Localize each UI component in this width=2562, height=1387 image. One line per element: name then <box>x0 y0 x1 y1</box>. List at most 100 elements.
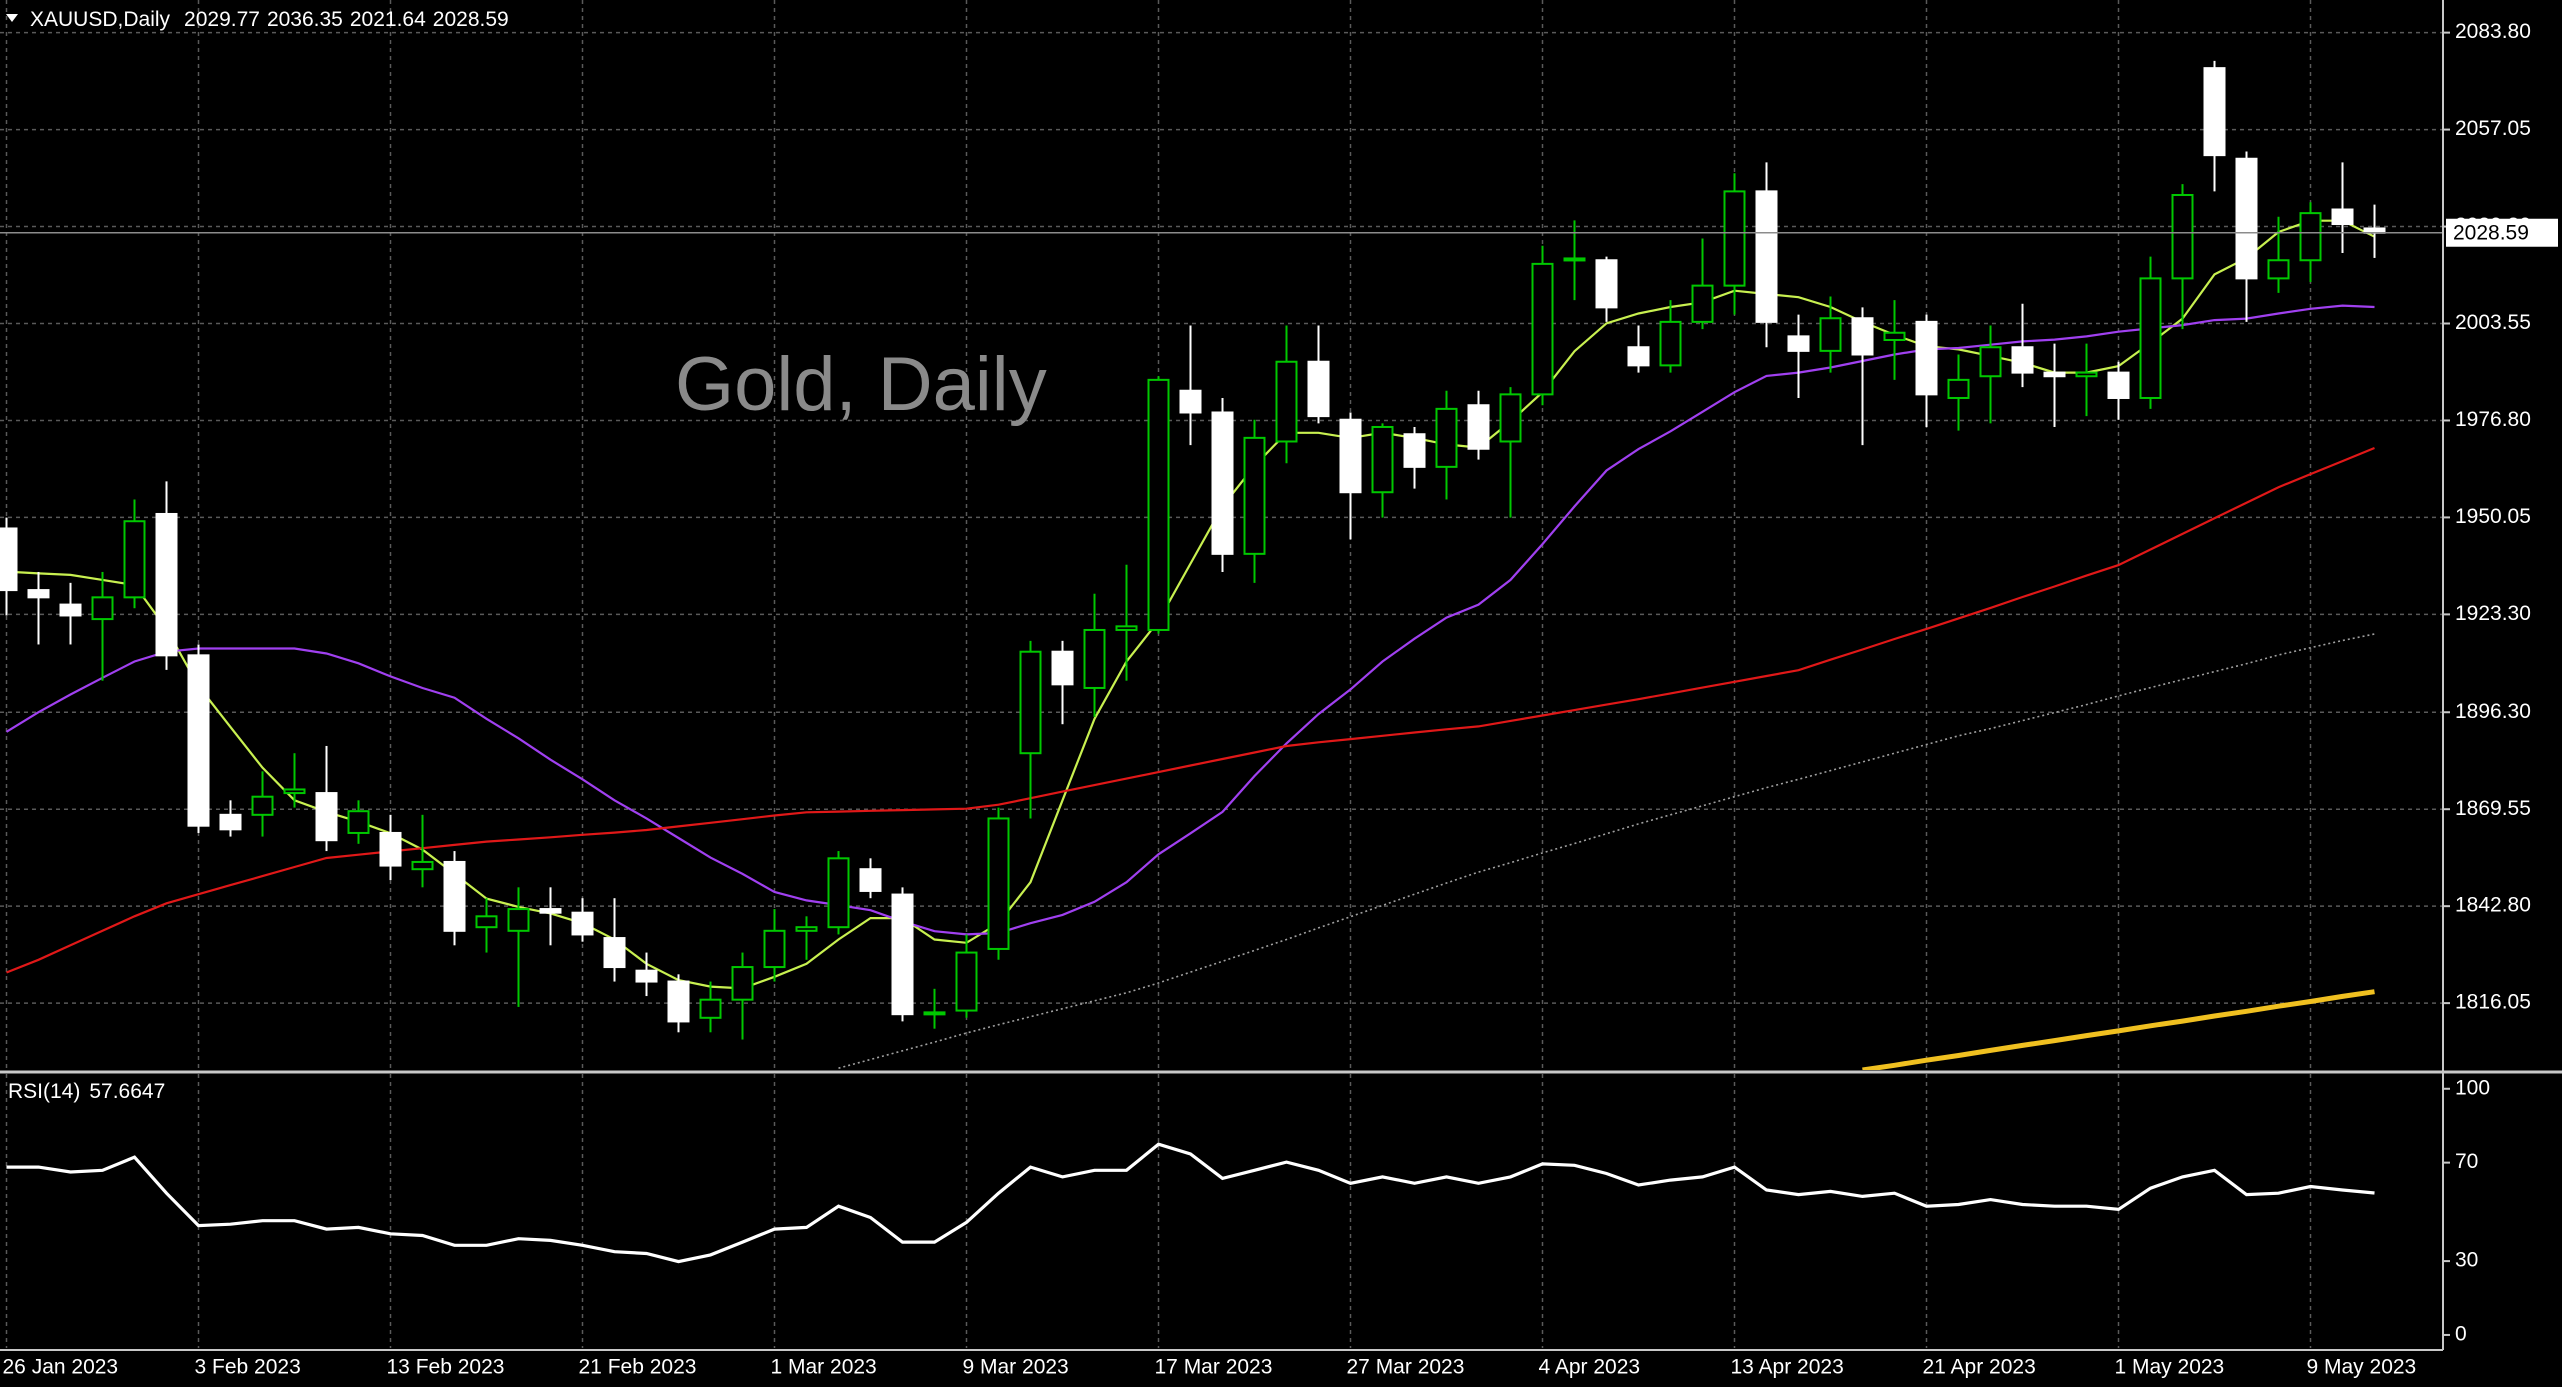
candle-body <box>315 792 338 842</box>
x-tick-label: 1 May 2023 <box>2115 1356 2225 1379</box>
rsi-value: 57.6647 <box>89 1080 165 1103</box>
y-tick-label: 1950.05 <box>2455 505 2531 528</box>
candle-body <box>667 980 690 1023</box>
low: 2021.64 <box>350 8 426 31</box>
candle-body <box>443 860 466 932</box>
candle-body <box>251 795 274 816</box>
candle-body <box>347 810 370 834</box>
candle-body <box>2203 67 2226 157</box>
candle-body <box>283 788 306 795</box>
candle-body <box>1819 317 1842 352</box>
rsi-title: RSI(14) <box>8 1080 80 1103</box>
candle-body <box>1147 378 1170 631</box>
candle-body <box>635 969 658 983</box>
candle-body <box>1851 317 1874 356</box>
candle-body <box>379 831 402 867</box>
rsi <box>6 1142 2375 1264</box>
candle-body <box>1723 190 1746 287</box>
y-tick-label: 1869.55 <box>2455 797 2531 820</box>
y-tick-label: 1842.80 <box>2455 894 2531 917</box>
candle-body <box>795 926 818 932</box>
candle-body <box>155 512 178 657</box>
candle-body <box>1243 436 1266 555</box>
candle-body <box>475 915 498 929</box>
candle-body <box>1467 404 1490 450</box>
watermark: Gold, Daily <box>675 342 1047 427</box>
high: 2036.35 <box>267 8 343 31</box>
candle-body <box>1275 360 1298 443</box>
candle-body <box>763 929 786 969</box>
candle-body <box>187 654 210 827</box>
candle-body <box>859 868 882 892</box>
candle-body <box>1787 335 1810 352</box>
candle-body <box>1179 389 1202 414</box>
candle-body <box>2075 371 2098 378</box>
candle-body <box>1915 320 1938 396</box>
x-tick-label: 9 May 2023 <box>2307 1356 2417 1379</box>
candle-body <box>1019 650 1042 755</box>
candle-body <box>2331 208 2354 226</box>
candle-body <box>59 603 82 617</box>
candle-body <box>2139 277 2162 399</box>
candle-body <box>1947 378 1970 399</box>
candle-body <box>571 911 594 936</box>
candle-body <box>987 817 1010 950</box>
y-tick-label: 2003.55 <box>2455 311 2531 334</box>
candles <box>0 60 2386 1070</box>
candle-body <box>1499 393 1522 443</box>
candle-body <box>2011 346 2034 374</box>
candle-body <box>2267 259 2290 280</box>
x-tick-label: 13 Feb 2023 <box>387 1356 505 1379</box>
candle-body <box>1531 262 1554 396</box>
x-tick-label: 21 Apr 2023 <box>1923 1356 2036 1379</box>
candle-body <box>2171 194 2194 280</box>
moving-average <box>1862 989 2375 1070</box>
current-price-tag <box>2446 218 2558 247</box>
y-tick-label: 30 <box>2455 1249 2478 1272</box>
grid <box>0 0 2443 1348</box>
symbol: XAUUSD,Daily <box>30 8 171 31</box>
x-tick-label: 21 Feb 2023 <box>579 1356 697 1379</box>
symbol-header: XAUUSD,Daily 2029.77 2036.35 2021.64 2028.59 <box>30 8 509 31</box>
candle-body <box>1051 650 1074 686</box>
x-tick-label: 1 Mar 2023 <box>771 1356 877 1379</box>
collapse-icon[interactable] <box>6 14 18 22</box>
candle-body <box>1371 425 1394 494</box>
rsi-line <box>6 1142 2375 1264</box>
candle-body <box>27 589 50 599</box>
candle-body <box>1755 190 1778 323</box>
candle-body <box>1339 418 1362 494</box>
candle-body <box>955 951 978 1012</box>
candle-body <box>2235 157 2258 280</box>
x-tick-label: 3 Feb 2023 <box>195 1356 301 1379</box>
candle-body <box>1595 259 1618 309</box>
candle-body <box>1979 346 2002 378</box>
candle-body <box>91 596 114 621</box>
candle-body <box>1435 407 1458 468</box>
y-tick-label: 1896.30 <box>2455 700 2531 723</box>
y-tick-label: 0 <box>2455 1322 2467 1345</box>
x-tick-label: 26 Jan 2023 <box>3 1356 119 1379</box>
candle-body <box>1307 360 1330 418</box>
candle-body <box>1563 257 1586 262</box>
candle-body <box>411 860 434 871</box>
candle-body <box>507 908 530 932</box>
x-tick-label: 9 Mar 2023 <box>963 1356 1069 1379</box>
candle-body <box>1211 411 1234 555</box>
candle-body <box>2299 212 2322 262</box>
candle-body <box>2043 371 2066 378</box>
x-tick-label: 27 Mar 2023 <box>1347 1356 1465 1379</box>
candle-body <box>2107 371 2130 399</box>
candle-body <box>219 813 242 831</box>
candle-body <box>0 527 18 592</box>
close: 2028.59 <box>433 8 509 31</box>
rsi-header: RSI(14) 57.6647 <box>8 1080 165 1103</box>
plot: 26 Jan 2023 3 Feb 2023 13 Feb 2023 21 Feb 2… <box>0 20 2558 1379</box>
candle-body <box>539 908 562 914</box>
candle-body <box>1627 346 1650 367</box>
x-tick-label: 13 Apr 2023 <box>1731 1356 1844 1379</box>
candle-body <box>1115 625 1138 631</box>
y-tick-label: 100 <box>2455 1076 2490 1099</box>
